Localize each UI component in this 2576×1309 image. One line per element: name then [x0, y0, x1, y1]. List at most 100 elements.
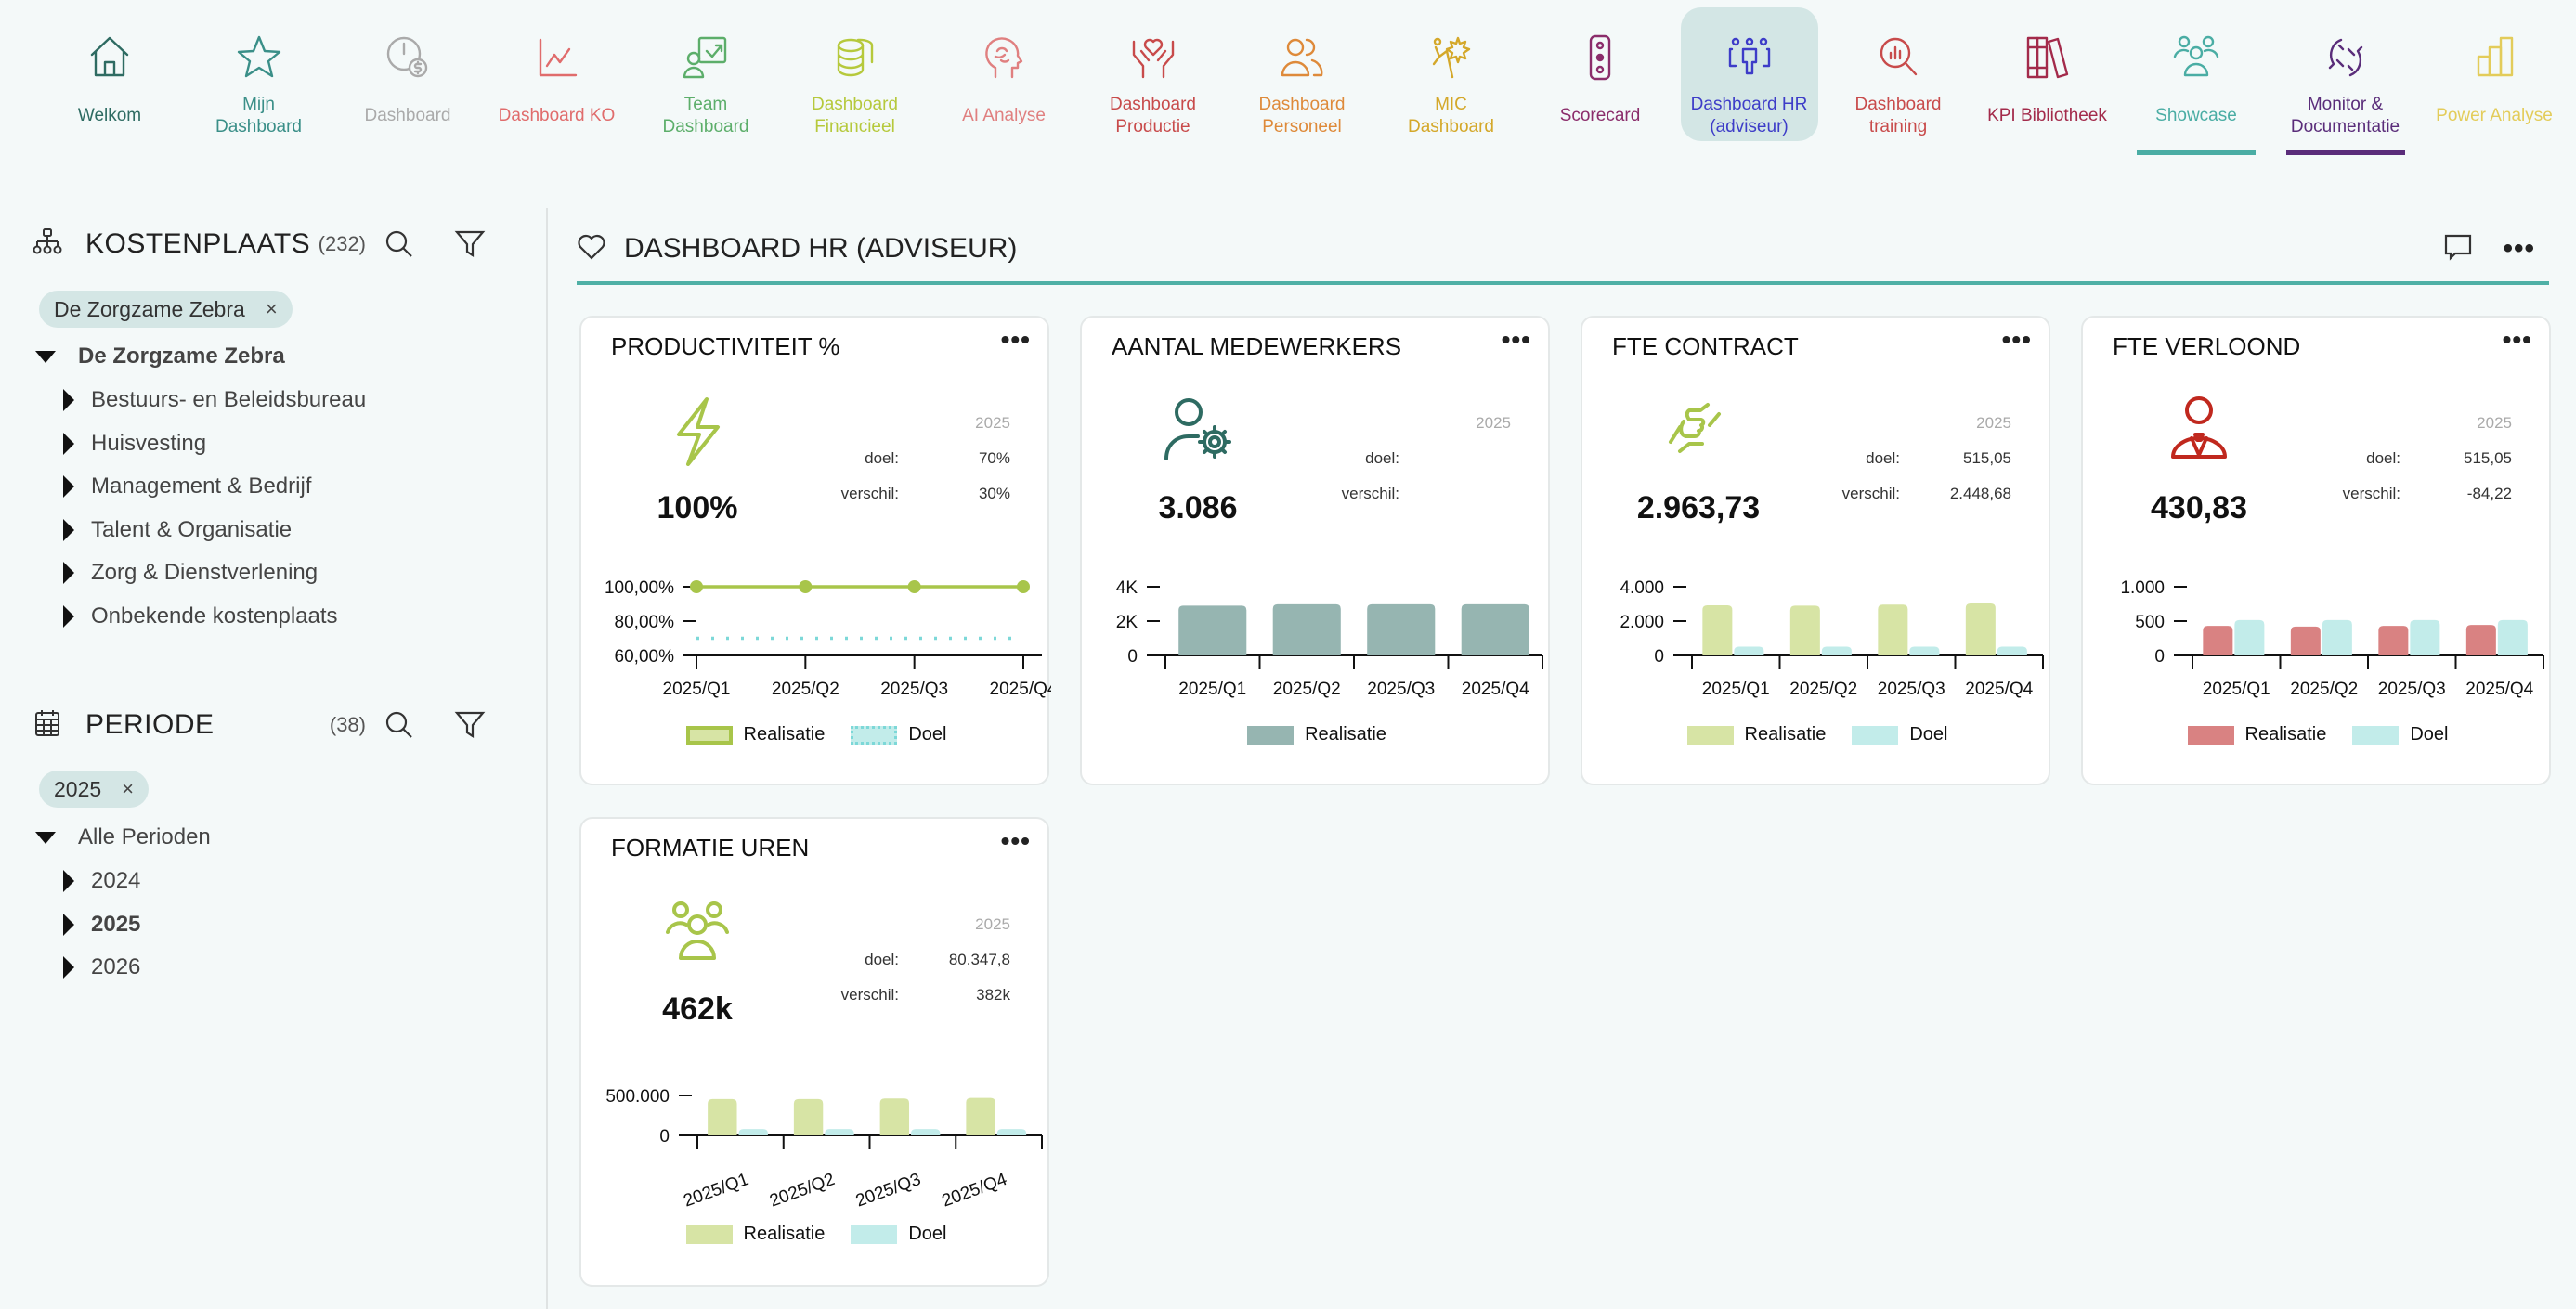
clock-dollar-icon	[380, 30, 436, 85]
tree-item[interactable]: Talent & Organisatie	[63, 512, 292, 549]
comment-button[interactable]	[2442, 231, 2474, 267]
legend-label: Realisatie	[743, 724, 826, 745]
tree-root-kostenplaats[interactable]: De Zorgzame Zebra	[35, 338, 285, 375]
bar-realisatie	[1702, 604, 1733, 655]
legend-item-realisatie[interactable]: Realisatie	[1686, 724, 1826, 745]
close-icon[interactable]: ×	[122, 777, 135, 800]
legend-swatch	[851, 1225, 898, 1244]
nav-item-ai-analyse[interactable]: AI Analyse	[935, 7, 1073, 141]
filter-button[interactable]	[451, 226, 488, 263]
card-title: FTE CONTRACT	[1612, 332, 1799, 360]
legend-item-doel[interactable]: Doel	[2352, 724, 2448, 745]
kpi-card-productiviteit: PRODUCTIVITEIT % ••• 100% 2025 doel: 70% versc…	[579, 316, 1051, 785]
facet-title: KOSTENPLAATS	[85, 228, 311, 259]
caret-down-icon[interactable]	[35, 350, 56, 363]
nav-item-monitor-documentatie[interactable]: Monitor & Documentatie	[2277, 7, 2414, 141]
tree-item[interactable]: 2026	[63, 949, 140, 986]
card-title: AANTAL MEDEWERKERS	[1112, 332, 1402, 360]
legend-item-realisatie[interactable]: Realisatie	[2187, 724, 2326, 745]
top-navigation: Welkom Mijn Dashboard Dashboard Dashboard K…	[0, 0, 2576, 158]
legend-item-doel[interactable]: Doel	[851, 1224, 946, 1245]
card-title: FTE VERLOOND	[2113, 332, 2301, 360]
nav-item-kpi-bibliotheek[interactable]: KPI Bibliotheek	[1979, 7, 2116, 141]
card-more-options-button[interactable]: •••	[2502, 325, 2532, 354]
selected-filter-chip[interactable]: De Zorgzame Zebra ×	[39, 291, 293, 328]
tree-label: 2024	[91, 868, 141, 893]
close-icon[interactable]: ×	[265, 297, 278, 320]
caret-right-icon[interactable]	[63, 432, 74, 455]
legend-item-doel[interactable]: Doel	[1852, 724, 1947, 745]
filter-button[interactable]	[451, 706, 488, 744]
selected-filter-chip[interactable]: 2025 ×	[39, 771, 150, 808]
comment-icon	[2444, 234, 2472, 261]
caret-right-icon[interactable]	[63, 475, 74, 498]
tree-item[interactable]: Bestuurs- en Beleidsbureau	[63, 382, 366, 419]
caret-down-icon[interactable]	[35, 831, 56, 844]
facet-count: (38)	[329, 713, 366, 736]
bar-realisatie	[966, 1097, 995, 1135]
tree-item[interactable]: Onbekende kostenplaats	[63, 598, 338, 635]
legend-swatch	[685, 725, 733, 745]
more-options-button[interactable]: •••	[2503, 233, 2535, 264]
legend-item-realisatie[interactable]: Realisatie	[685, 724, 826, 745]
sidebar: KOSTENPLAATS (232) De Zorgzame Zebra × D…	[0, 204, 546, 1309]
search-button[interactable]	[381, 226, 418, 263]
nav-item-scorecard[interactable]: Scorecard	[1531, 7, 1669, 141]
bar-realisatie	[1789, 605, 1820, 655]
books-icon	[2020, 30, 2075, 85]
caret-right-icon[interactable]	[63, 956, 74, 979]
caret-right-icon[interactable]	[63, 604, 74, 628]
cycle-icon	[2318, 30, 2374, 85]
caret-right-icon[interactable]	[63, 870, 74, 892]
caret-right-icon[interactable]	[63, 389, 74, 411]
doel-value: 515,05	[1963, 449, 2011, 467]
tree-item[interactable]: 2024	[63, 862, 140, 900]
bar-doel	[2497, 619, 2528, 655]
chart: 0 500.000 2025/Q1 2025/Q2 2025/Q3 2025/Q4	[605, 1087, 1043, 1212]
nav-item-power-analyse[interactable]: Power Analyse	[2426, 7, 2563, 141]
nav-item-mijn-dashboard[interactable]: Mijn Dashboard	[190, 7, 328, 141]
caret-right-icon[interactable]	[63, 562, 74, 584]
chart-legend: Realisatie Doel	[2083, 724, 2553, 745]
y-tick-label: 2K	[1116, 613, 1138, 632]
legend-swatch	[2187, 725, 2234, 745]
card-more-options-button[interactable]: •••	[1000, 826, 1031, 855]
caret-right-icon[interactable]	[63, 913, 74, 936]
tree-item[interactable]: 2025	[63, 906, 140, 943]
caret-right-icon[interactable]	[63, 518, 74, 541]
nav-item-dashboard-hr-adviseur[interactable]: Dashboard HR (adviseur)	[1680, 7, 1818, 141]
tree-item[interactable]: Zorg & Dienstverlening	[63, 554, 318, 591]
nav-item-showcase[interactable]: Showcase	[2127, 7, 2265, 141]
filter-icon	[454, 230, 486, 258]
legend-swatch	[851, 725, 898, 745]
card-more-options-button[interactable]: •••	[2001, 325, 2032, 354]
x-tick-label: 2025/Q1	[663, 680, 731, 699]
nav-item-dashboard-financieel[interactable]: Dashboard Financieel	[787, 7, 924, 141]
card-more-options-button[interactable]: •••	[1501, 325, 1531, 354]
tree-root-periode[interactable]: Alle Perioden	[35, 819, 211, 856]
heart-icon[interactable]	[576, 231, 607, 267]
legend-label: Realisatie	[743, 1224, 826, 1244]
chart-legend: Realisatie	[1082, 724, 1552, 745]
x-tick-label: 2025/Q4	[1462, 680, 1529, 699]
search-button[interactable]	[381, 706, 418, 744]
nav-item-welkom[interactable]: Welkom	[41, 7, 178, 141]
tree-item[interactable]: Management & Bedrijf	[63, 468, 311, 505]
tree-item[interactable]: Huisvesting	[63, 425, 206, 462]
bar-doel	[996, 1129, 1027, 1135]
legend-item-doel[interactable]: Doel	[851, 724, 946, 745]
nav-item-dashboard-ko[interactable]: Dashboard KO	[488, 7, 626, 141]
nav-item-team-dashboard[interactable]: Team Dashboard	[637, 7, 774, 141]
x-tick-label: 2025/Q4	[990, 680, 1051, 699]
card-more-options-button[interactable]: •••	[1000, 325, 1031, 354]
legend-swatch	[1852, 725, 1899, 745]
nav-item-dashboard-productie[interactable]: Dashboard Productie	[1085, 7, 1222, 141]
legend-item-realisatie[interactable]: Realisatie	[1247, 724, 1386, 745]
y-tick-label: 100,00%	[605, 578, 674, 598]
nav-item-mic-dashboard[interactable]: MIC Dashboard	[1383, 7, 1520, 141]
legend-item-realisatie[interactable]: Realisatie	[685, 1224, 826, 1245]
nav-item-dashboard-personeel[interactable]: Dashboard Personeel	[1233, 7, 1371, 141]
chart: 60,00% 80,00% 100,00% 2025/Q1 2025/Q2 2025/Q3…	[605, 578, 1051, 699]
nav-item-dashboard[interactable]: Dashboard	[339, 7, 476, 141]
nav-item-dashboard-training[interactable]: Dashboard training	[1829, 7, 1967, 141]
